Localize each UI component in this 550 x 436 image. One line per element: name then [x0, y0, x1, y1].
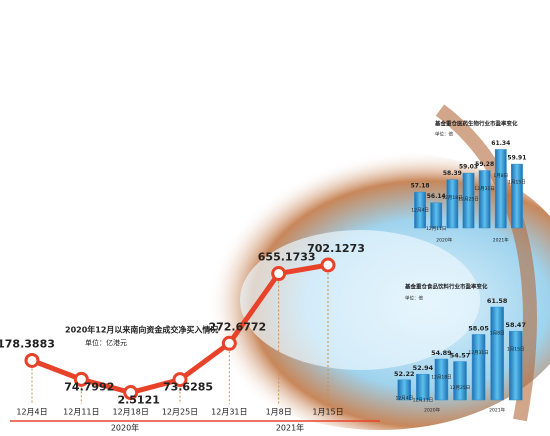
bar: [430, 202, 443, 229]
chart-subtitle: 单位：亿港元: [85, 338, 127, 347]
value-label: 58.05: [468, 324, 489, 332]
value-label: 178.3883: [0, 337, 55, 350]
bar: [446, 179, 459, 229]
x-tick-label: 12月31日: [474, 186, 494, 192]
value-label: 73.6285: [163, 381, 213, 394]
value-label: 61.34: [491, 140, 510, 147]
bar: [462, 172, 475, 229]
data-point: [73, 371, 89, 387]
x-tick-label: 1月15日: [312, 408, 343, 417]
value-label: 54.57: [450, 352, 471, 360]
bar: [494, 149, 507, 229]
value-label: 272.6772: [208, 320, 266, 333]
value-label: 59.03: [459, 164, 478, 171]
data-point: [320, 257, 336, 273]
x-tick-label: 12月31日: [468, 350, 488, 356]
x-tick-label: 12月11日: [413, 398, 433, 404]
data-point: [172, 372, 188, 388]
x-tick-label: 12月25日: [458, 197, 478, 203]
year-label: 2020年: [436, 237, 452, 244]
x-tick-label: 1月15日: [507, 347, 525, 353]
bar: [434, 358, 449, 401]
value-label: 57.18: [411, 183, 430, 190]
chart-title: 2020年12月以来南向资金成交净买入情况: [65, 325, 218, 335]
value-label: 54.89: [431, 349, 452, 357]
x-tick-label: 12月11日: [63, 408, 99, 417]
bar: [478, 170, 491, 229]
bar: [416, 373, 430, 401]
x-tick-label: 12月25日: [450, 385, 470, 391]
value-label: 2.5121: [117, 394, 159, 407]
x-tick-label: 12月11日: [426, 226, 446, 232]
year-label: 2021年: [276, 423, 304, 433]
x-tick-label: 12月18日: [112, 408, 148, 417]
data-point: [221, 335, 237, 351]
value-label: 58.39: [443, 170, 462, 177]
value-label: 58.47: [505, 321, 526, 329]
year-label: 2021年: [489, 407, 505, 414]
value-label: 74.7992: [64, 380, 114, 393]
bar: [511, 163, 523, 229]
data-point: [123, 385, 139, 401]
value-label: 59.28: [475, 161, 494, 168]
x-tick-label: 1月8日: [493, 173, 508, 179]
value-label: 52.94: [413, 364, 434, 372]
data-point: [24, 352, 40, 368]
year-label: 2021年: [493, 237, 509, 244]
value-label: 61.58: [487, 297, 508, 305]
value-label: 52.22: [394, 370, 415, 378]
x-tick-label: 1月15日: [508, 180, 526, 186]
bar: [453, 361, 467, 401]
bar: [490, 306, 504, 401]
year-label: 2020年: [111, 423, 139, 433]
bar: [508, 330, 523, 401]
decor-arc: [435, 104, 537, 422]
value-label: 56.14: [427, 193, 446, 200]
x-tick-label: 12月18日: [442, 195, 462, 201]
bar: [397, 379, 412, 401]
chart-subtitle: 单位：倍: [405, 295, 423, 302]
x-tick-label: 12月4日: [411, 208, 429, 214]
x-tick-label: 12月4日: [395, 395, 413, 401]
bar: [414, 191, 426, 229]
value-label: 59.91: [507, 155, 526, 162]
x-tick-label: 12月31日: [211, 408, 247, 417]
x-tick-label: 1月8日: [490, 331, 505, 337]
bar: [471, 334, 486, 401]
year-label: 2020年: [424, 407, 440, 414]
decor-screen: [240, 230, 480, 370]
x-tick-label: 12月25日: [162, 408, 198, 417]
x-tick-label: 12月18日: [431, 375, 451, 381]
value-label: 702.1273: [307, 242, 365, 255]
chart-title: 基金重仓医药生物行业市盈率变化: [434, 120, 518, 128]
chart-subtitle: 单位：倍: [435, 131, 453, 138]
x-tick-label: 1月8日: [266, 408, 292, 417]
value-label: 655.1733: [258, 251, 316, 264]
data-point: [271, 266, 287, 282]
chart-title: 基金重仓食品饮料行业市盈率变化: [404, 283, 488, 291]
x-tick-label: 12月4日: [16, 408, 47, 417]
